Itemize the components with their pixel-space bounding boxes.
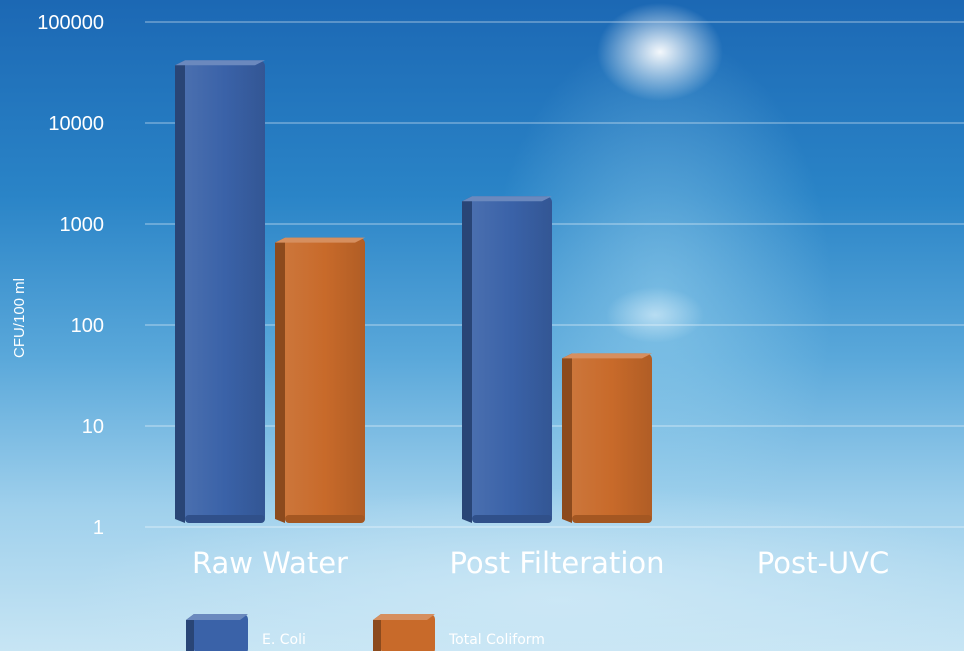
legend-label: E. Coli <box>262 632 306 648</box>
x-axis-categories: Raw Water Post Filteration Post-UVC <box>192 546 889 580</box>
bars <box>175 60 652 524</box>
bar-e-coli-post-filteration <box>462 196 552 524</box>
bar-e-coli-raw-water <box>175 60 265 523</box>
y-tick-label: 10 <box>82 416 104 438</box>
y-tick-label: 100000 <box>37 12 104 34</box>
y-axis-label: CFU/100 ml <box>11 278 28 358</box>
y-axis-ticks: 1 10 100 1000 10000 100000 <box>37 12 104 539</box>
legend: E. Coli Total Coliform <box>186 614 545 651</box>
x-category-label: Post-UVC <box>757 546 889 580</box>
bar-total-coliform-post-filteration <box>562 353 652 523</box>
x-category-label: Raw Water <box>192 546 348 580</box>
y-tick-label: 100 <box>71 315 104 337</box>
legend-swatch <box>186 614 248 651</box>
legend-swatch <box>373 614 435 651</box>
legend-label: Total Coliform <box>448 632 545 648</box>
x-category-label: Post Filteration <box>449 546 664 580</box>
y-tick-label: 1 <box>93 517 104 539</box>
gridlines <box>145 21 964 528</box>
bar-total-coliform-raw-water <box>275 237 365 524</box>
y-tick-label: 10000 <box>48 113 104 135</box>
y-tick-label: 1000 <box>60 214 105 236</box>
